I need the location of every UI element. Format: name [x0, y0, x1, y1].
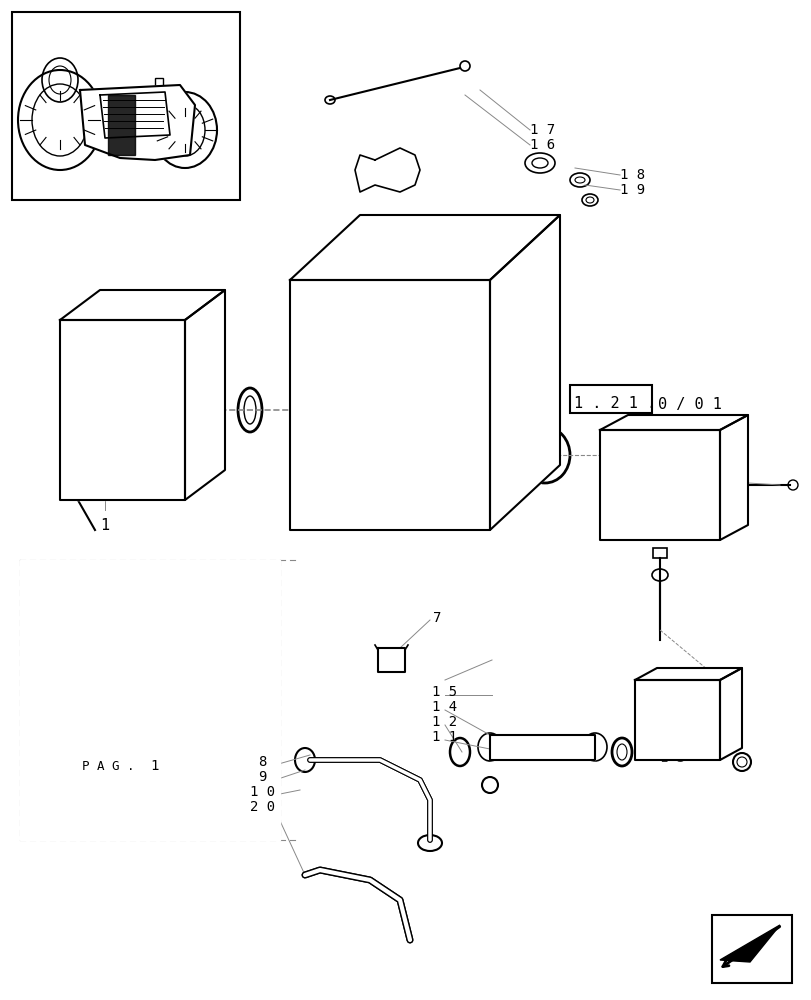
Polygon shape: [489, 215, 560, 530]
Text: 1 0: 1 0: [250, 785, 275, 799]
Ellipse shape: [294, 748, 315, 772]
Polygon shape: [719, 925, 779, 962]
Text: 1 7: 1 7: [530, 123, 555, 137]
Circle shape: [787, 480, 797, 490]
Polygon shape: [378, 648, 405, 672]
Polygon shape: [290, 280, 489, 530]
Text: 8: 8: [258, 755, 266, 769]
Text: 4: 4: [519, 441, 528, 455]
Ellipse shape: [418, 835, 441, 851]
Text: 1 8: 1 8: [620, 168, 644, 182]
Text: 1 2: 1 2: [431, 715, 457, 729]
Polygon shape: [80, 85, 195, 160]
Text: 1: 1: [100, 518, 109, 532]
Bar: [711, 915, 791, 983]
Text: 1 4: 1 4: [431, 700, 457, 714]
Polygon shape: [634, 680, 719, 760]
Polygon shape: [599, 415, 747, 430]
Ellipse shape: [651, 569, 667, 581]
Text: 3: 3: [345, 288, 353, 302]
Polygon shape: [719, 415, 747, 540]
Text: 6: 6: [702, 470, 710, 484]
Text: 0 / 0 1: 0 / 0 1: [657, 396, 721, 412]
Polygon shape: [20, 560, 280, 840]
Text: P A G .: P A G .: [82, 760, 135, 772]
Text: 9: 9: [258, 770, 266, 784]
Polygon shape: [100, 92, 169, 138]
Ellipse shape: [70, 491, 80, 499]
Bar: [12, 12, 240, 200]
Text: 1 1: 1 1: [431, 730, 457, 744]
Polygon shape: [60, 290, 225, 320]
Text: 1: 1: [150, 759, 158, 773]
Text: 5: 5: [702, 455, 710, 469]
Polygon shape: [599, 430, 719, 540]
Ellipse shape: [337, 403, 441, 507]
Ellipse shape: [324, 96, 335, 104]
Text: 2 0: 2 0: [250, 800, 275, 814]
Polygon shape: [634, 668, 741, 680]
Bar: [652, 548, 666, 558]
Bar: [78, 750, 156, 776]
Polygon shape: [60, 320, 185, 500]
Text: 7: 7: [432, 611, 441, 625]
Bar: [569, 385, 651, 413]
Polygon shape: [185, 290, 225, 500]
Text: 1 3: 1 3: [659, 751, 684, 765]
Polygon shape: [108, 95, 135, 155]
Text: 1 6: 1 6: [530, 138, 555, 152]
Text: 1 . 2 1 .: 1 . 2 1 .: [573, 396, 655, 412]
Text: 2: 2: [345, 273, 353, 287]
Ellipse shape: [659, 702, 694, 738]
Polygon shape: [719, 668, 741, 760]
Polygon shape: [489, 735, 594, 760]
Polygon shape: [290, 215, 560, 280]
Polygon shape: [354, 148, 419, 192]
Text: 1 5: 1 5: [431, 685, 457, 699]
Bar: [155, 78, 163, 108]
Text: 1 9: 1 9: [620, 183, 644, 197]
